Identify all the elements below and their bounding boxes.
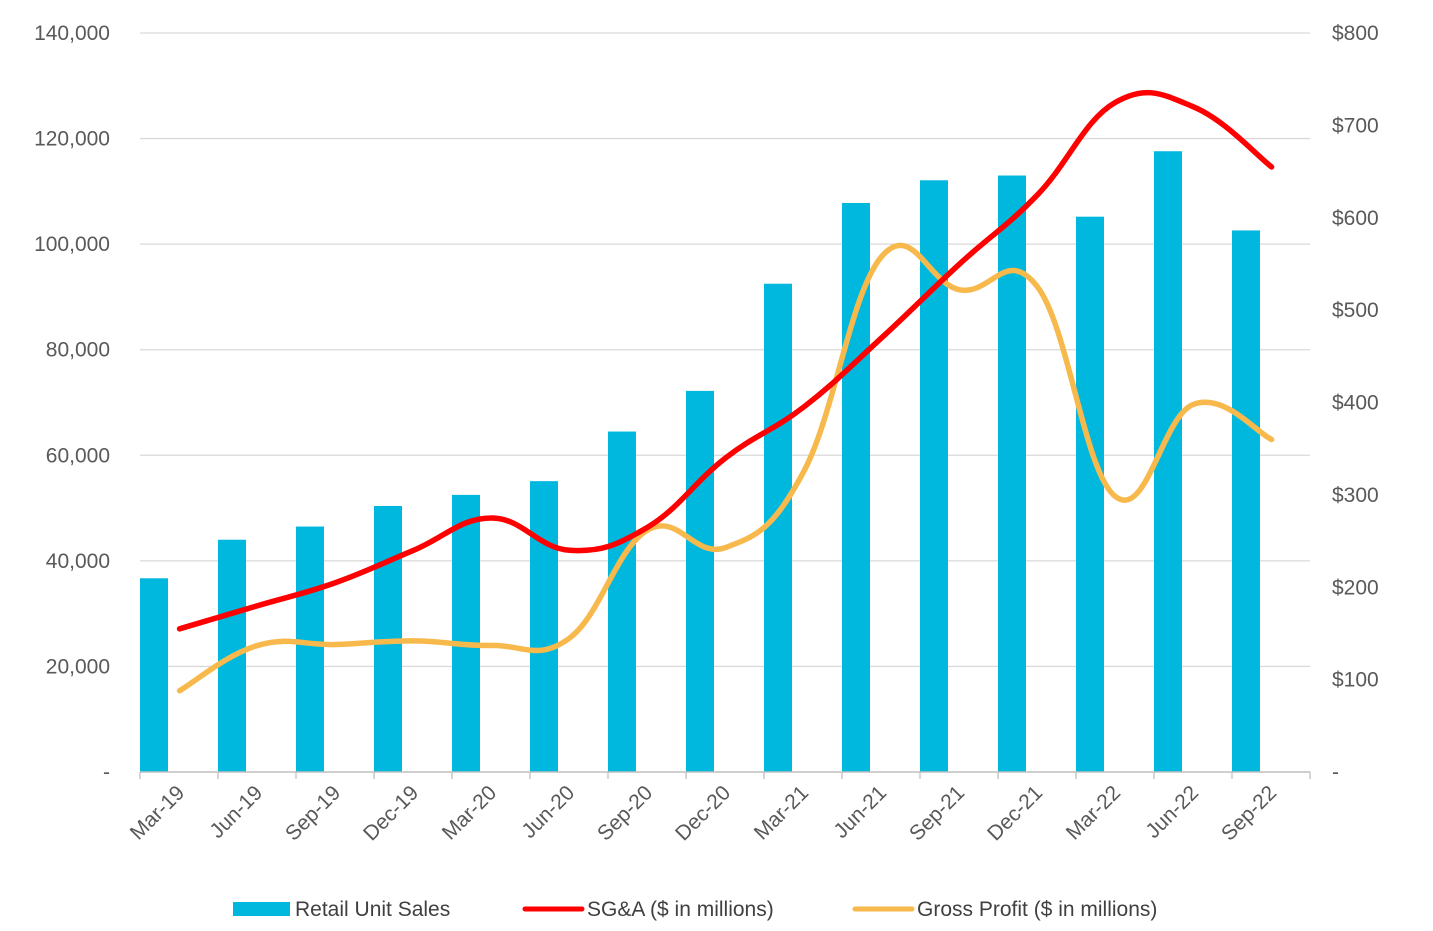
x-tick-label: Jun-22 xyxy=(1141,781,1203,843)
y-tick-label-right: $200 xyxy=(1332,576,1379,599)
y-tick-label-left: 20,000 xyxy=(46,655,110,678)
x-tick-label: Mar-20 xyxy=(438,781,501,844)
bar-mar-20 xyxy=(452,494,480,772)
x-tick-label: Mar-21 xyxy=(750,781,813,844)
y-tick-label-left: 100,000 xyxy=(34,233,110,256)
y-tick-label-left: - xyxy=(103,761,110,784)
legend-swatch-retail-unit-sales xyxy=(233,902,290,916)
x-tick-label: Jun-21 xyxy=(829,781,891,843)
bar-dec-20 xyxy=(686,390,714,772)
bar-jun-22 xyxy=(1154,151,1182,773)
x-tick-label: Sep-22 xyxy=(1217,781,1281,845)
y-tick-label-left: 120,000 xyxy=(34,128,110,151)
legend-label-gross-profit: Gross Profit ($ in millions) xyxy=(917,898,1157,921)
bar-sep-19 xyxy=(296,526,324,772)
x-tick-label: Jun-19 xyxy=(205,781,267,843)
y-tick-label-right: - xyxy=(1332,761,1339,784)
line-series xyxy=(176,89,1275,694)
y-tick-label-right: $600 xyxy=(1332,207,1379,230)
bar-mar-22 xyxy=(1076,216,1104,773)
y-tick-label-left: 140,000 xyxy=(34,22,110,45)
x-tick-label: Dec-20 xyxy=(671,781,735,845)
bar-jun-20 xyxy=(530,481,558,772)
legend: Retail Unit Sales SG&A ($ in millions) G… xyxy=(233,898,1157,921)
bar-mar-21 xyxy=(764,283,792,772)
line-sga xyxy=(176,89,1275,632)
x-tick-label: Jun-20 xyxy=(517,781,579,843)
x-tick-label: Sep-21 xyxy=(905,781,969,845)
x-tick-label: Sep-19 xyxy=(281,781,345,845)
bar-mar-19 xyxy=(140,578,168,772)
y-tick-label-left: 60,000 xyxy=(46,444,110,467)
y-tick-label-right: $400 xyxy=(1332,392,1379,415)
y-tick-label-left: 40,000 xyxy=(46,550,110,573)
x-tick-label: Sep-20 xyxy=(593,781,657,845)
bar-dec-21 xyxy=(998,175,1026,772)
y-tick-label-right: $100 xyxy=(1332,669,1379,692)
line-gross-profit xyxy=(176,242,1275,694)
bar-sep-22 xyxy=(1232,230,1260,772)
x-tick-label: Dec-21 xyxy=(983,781,1047,845)
legend-label-sga: SG&A ($ in millions) xyxy=(587,898,774,921)
bar-sep-20 xyxy=(608,431,636,772)
bar-jun-21 xyxy=(842,202,870,773)
legend-label-retail-unit-sales: Retail Unit Sales xyxy=(295,898,450,921)
x-tick-label: Mar-22 xyxy=(1062,781,1125,844)
y-tick-label-right: $500 xyxy=(1332,299,1379,322)
y-tick-label-left: 80,000 xyxy=(46,339,110,362)
y-tick-label-right: $300 xyxy=(1332,484,1379,507)
y-tick-label-right: $700 xyxy=(1332,114,1379,137)
y-tick-label-right: $800 xyxy=(1332,22,1379,45)
bar-series-retail-unit-sales xyxy=(140,151,1260,773)
x-tick-label: Dec-19 xyxy=(359,781,423,845)
x-tick-label: Mar-19 xyxy=(126,781,189,844)
